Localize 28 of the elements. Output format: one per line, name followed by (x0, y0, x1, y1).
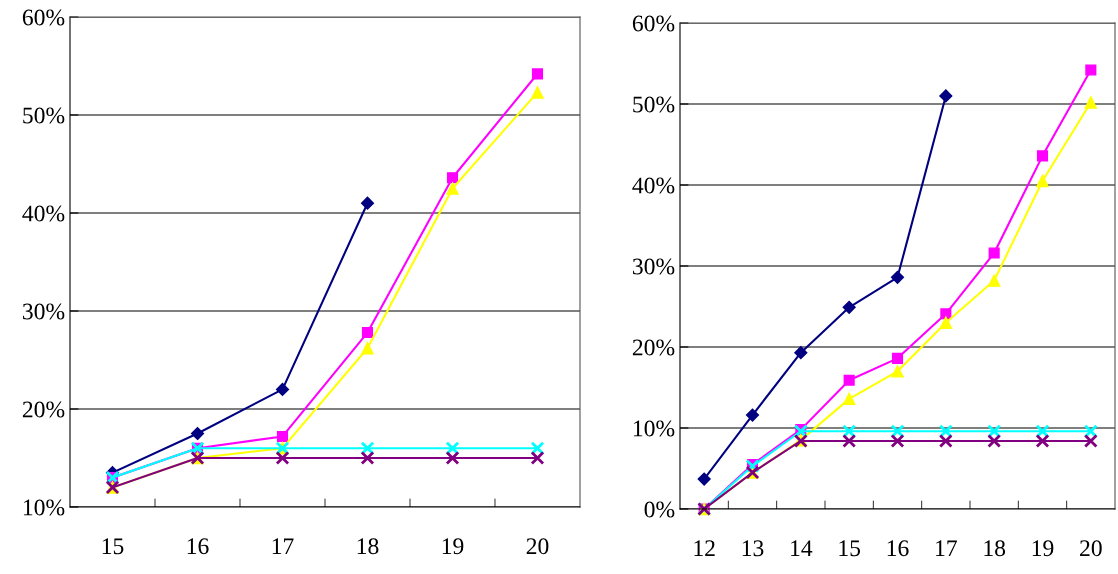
y-tick-label: 60% (632, 15, 675, 32)
x-tick-label: 13 (742, 540, 764, 557)
y-tick-label: 40% (22, 205, 65, 222)
y-tick-label: 20% (632, 339, 675, 356)
x-tick-label: 19 (442, 538, 464, 555)
y-tick-label: 10% (23, 499, 65, 516)
x-tick-label: 17 (936, 540, 957, 556)
x-tick-label: 18 (984, 540, 1006, 557)
x-tick-label: 18 (357, 538, 379, 555)
x-tick-label: 15 (102, 538, 124, 555)
y-tick-label: 50% (633, 96, 675, 113)
y-tick-label: 20% (22, 401, 65, 418)
y-tick-label: 60% (22, 9, 65, 26)
x-tick-label: 20 (526, 538, 549, 555)
x-tick-label: 12 (694, 540, 715, 556)
x-tick-label: 14 (791, 540, 813, 556)
x-tick-label: 16 (187, 538, 209, 555)
y-tick-label: 10% (633, 420, 675, 437)
y-tick-label: 50% (23, 107, 65, 124)
y-tick-label: 0% (644, 501, 675, 518)
x-tick-label: 20 (1080, 540, 1102, 557)
y-tick-label: 30% (632, 258, 675, 275)
y-tick-label: 30% (22, 303, 65, 320)
x-tick-label: 19 (1032, 540, 1054, 557)
x-tick-label: 16 (887, 540, 909, 557)
x-tick-label: 15 (839, 540, 861, 557)
x-tick-label: 17 (272, 538, 294, 554)
y-tick-label: 40% (632, 177, 675, 194)
